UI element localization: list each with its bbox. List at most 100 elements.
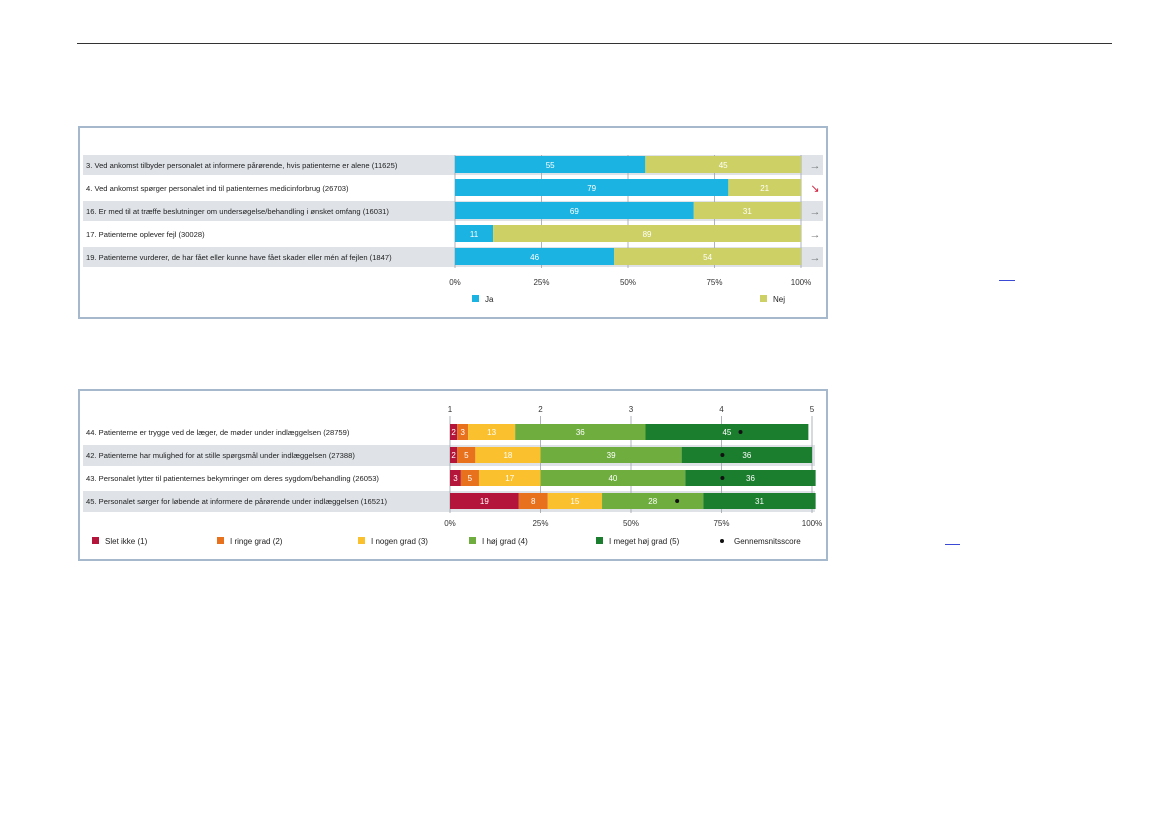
side-link[interactable] — [945, 544, 960, 545]
question-label: 43. Personalet lytter til patienternes b… — [86, 474, 379, 483]
bar-segment — [645, 424, 809, 440]
data-label: 5 — [464, 451, 469, 460]
data-label: 21 — [760, 184, 769, 193]
bar-segment — [515, 424, 646, 440]
question-label: 19. Patienterne vurderer, de har fået el… — [86, 253, 392, 262]
data-label: 36 — [746, 474, 755, 483]
bar-segment — [460, 470, 479, 486]
data-label: 2 — [451, 428, 456, 437]
legend-label: I ringe grad (2) — [230, 537, 283, 546]
legend-swatch — [217, 537, 224, 544]
bar-segment — [455, 225, 494, 242]
x-tick-label: 100% — [791, 278, 811, 287]
question-label: 42. Patienterne har mulighed for at stil… — [86, 451, 355, 460]
bar-segment — [450, 493, 519, 509]
trend-flat-icon: → — [810, 160, 821, 172]
bar-segment — [455, 248, 615, 265]
data-label: 2 — [451, 451, 456, 460]
data-label: 28 — [648, 497, 657, 506]
bar-segment — [540, 447, 682, 463]
legend-label: I høj grad (4) — [482, 537, 528, 546]
question-label: 44. Patienterne er trygge ved de læger, … — [86, 428, 350, 437]
legend-label-ja: Ja — [485, 295, 494, 304]
mean-score-marker — [720, 476, 725, 480]
bar-segment — [457, 424, 469, 440]
x-tick-label: 50% — [623, 519, 639, 528]
data-label: 15 — [570, 497, 579, 506]
bar-segment — [450, 424, 458, 440]
data-label: 3 — [460, 428, 465, 437]
data-label: 31 — [743, 207, 752, 216]
bar-segment — [540, 470, 686, 486]
scale-chart-panel: 1 2 3 4 5 0% 25% 50% 75% 100% 44. Patienterne er t… — [78, 389, 828, 561]
bar-segment — [645, 156, 801, 173]
bar-segment — [475, 447, 541, 463]
question-label: 4. Ved ankomst spørger personalet ind ti… — [86, 184, 349, 193]
bar-segment — [455, 156, 646, 173]
data-label: 31 — [755, 497, 764, 506]
data-label: 55 — [546, 161, 555, 170]
bar-segment — [728, 179, 801, 196]
legend-swatch-ja — [472, 295, 479, 302]
x-tick-label: 75% — [706, 278, 722, 287]
mean-score-marker — [720, 453, 725, 457]
bar-segment — [478, 470, 541, 486]
bar-segment — [457, 447, 476, 463]
bar-segment — [493, 225, 801, 242]
data-label: 17 — [505, 474, 514, 483]
question-label: 17. Patienterne oplever fejl (30028) — [86, 230, 205, 239]
bar-segment — [681, 447, 812, 463]
bar-segment — [468, 424, 516, 440]
x-tick-label: 100% — [802, 519, 822, 528]
bar-segment — [518, 493, 548, 509]
bar-segment — [703, 493, 816, 509]
data-label: 36 — [742, 451, 751, 460]
legend-swatch — [92, 537, 99, 544]
question-label: 45. Personalet sørger for løbende at inf… — [86, 497, 387, 506]
side-link[interactable] — [999, 280, 1015, 281]
bar-segment — [455, 202, 694, 219]
bar-segment — [685, 470, 816, 486]
score-tick-label: 2 — [538, 405, 543, 414]
data-label: 45 — [719, 161, 728, 170]
score-tick-label: 5 — [810, 405, 815, 414]
bar-segment — [450, 470, 461, 486]
data-label: 89 — [643, 230, 652, 239]
score-tick-label: 1 — [448, 405, 453, 414]
data-label: 69 — [570, 207, 579, 216]
legend-label: I nogen grad (3) — [371, 537, 428, 546]
x-tick-label: 0% — [449, 278, 461, 287]
data-label: 79 — [587, 184, 596, 193]
bar-segment — [693, 202, 801, 219]
legend-label: I meget høj grad (5) — [609, 537, 680, 546]
data-label: 45 — [722, 428, 731, 437]
yes-no-chart: 0% 25% 50% 75% 100% 3. Ved ankomst tilbyder p… — [83, 155, 823, 304]
legend-swatch-nej — [760, 295, 767, 302]
bar-segment — [547, 493, 603, 509]
data-label: 11 — [470, 230, 479, 239]
bar-segment — [450, 447, 458, 463]
data-label: 19 — [480, 497, 489, 506]
bar-segment — [455, 179, 729, 196]
legend-label-nej: Nej — [773, 295, 785, 304]
data-label: 39 — [607, 451, 616, 460]
x-tick-label: 50% — [620, 278, 636, 287]
data-label: 8 — [531, 497, 536, 506]
legend-label-mean: Gennemsnitsscore — [734, 537, 801, 546]
legend-mean-marker — [720, 539, 724, 543]
data-label: 3 — [453, 474, 458, 483]
bar-segment — [614, 248, 801, 265]
x-tick-label: 0% — [444, 519, 456, 528]
mean-score-marker — [675, 499, 680, 503]
data-label: 46 — [530, 253, 539, 262]
x-tick-label: 25% — [532, 519, 548, 528]
data-label: 13 — [487, 428, 496, 437]
data-label: 54 — [703, 253, 712, 262]
bar-segment — [602, 493, 704, 509]
x-tick-label: 75% — [713, 519, 729, 528]
legend-swatch — [469, 537, 476, 544]
question-label: 16. Er med til at træffe beslutninger om… — [86, 207, 389, 216]
top-rule — [77, 43, 1112, 44]
legend-label: Slet ikke (1) — [105, 537, 148, 546]
data-label: 18 — [503, 451, 512, 460]
